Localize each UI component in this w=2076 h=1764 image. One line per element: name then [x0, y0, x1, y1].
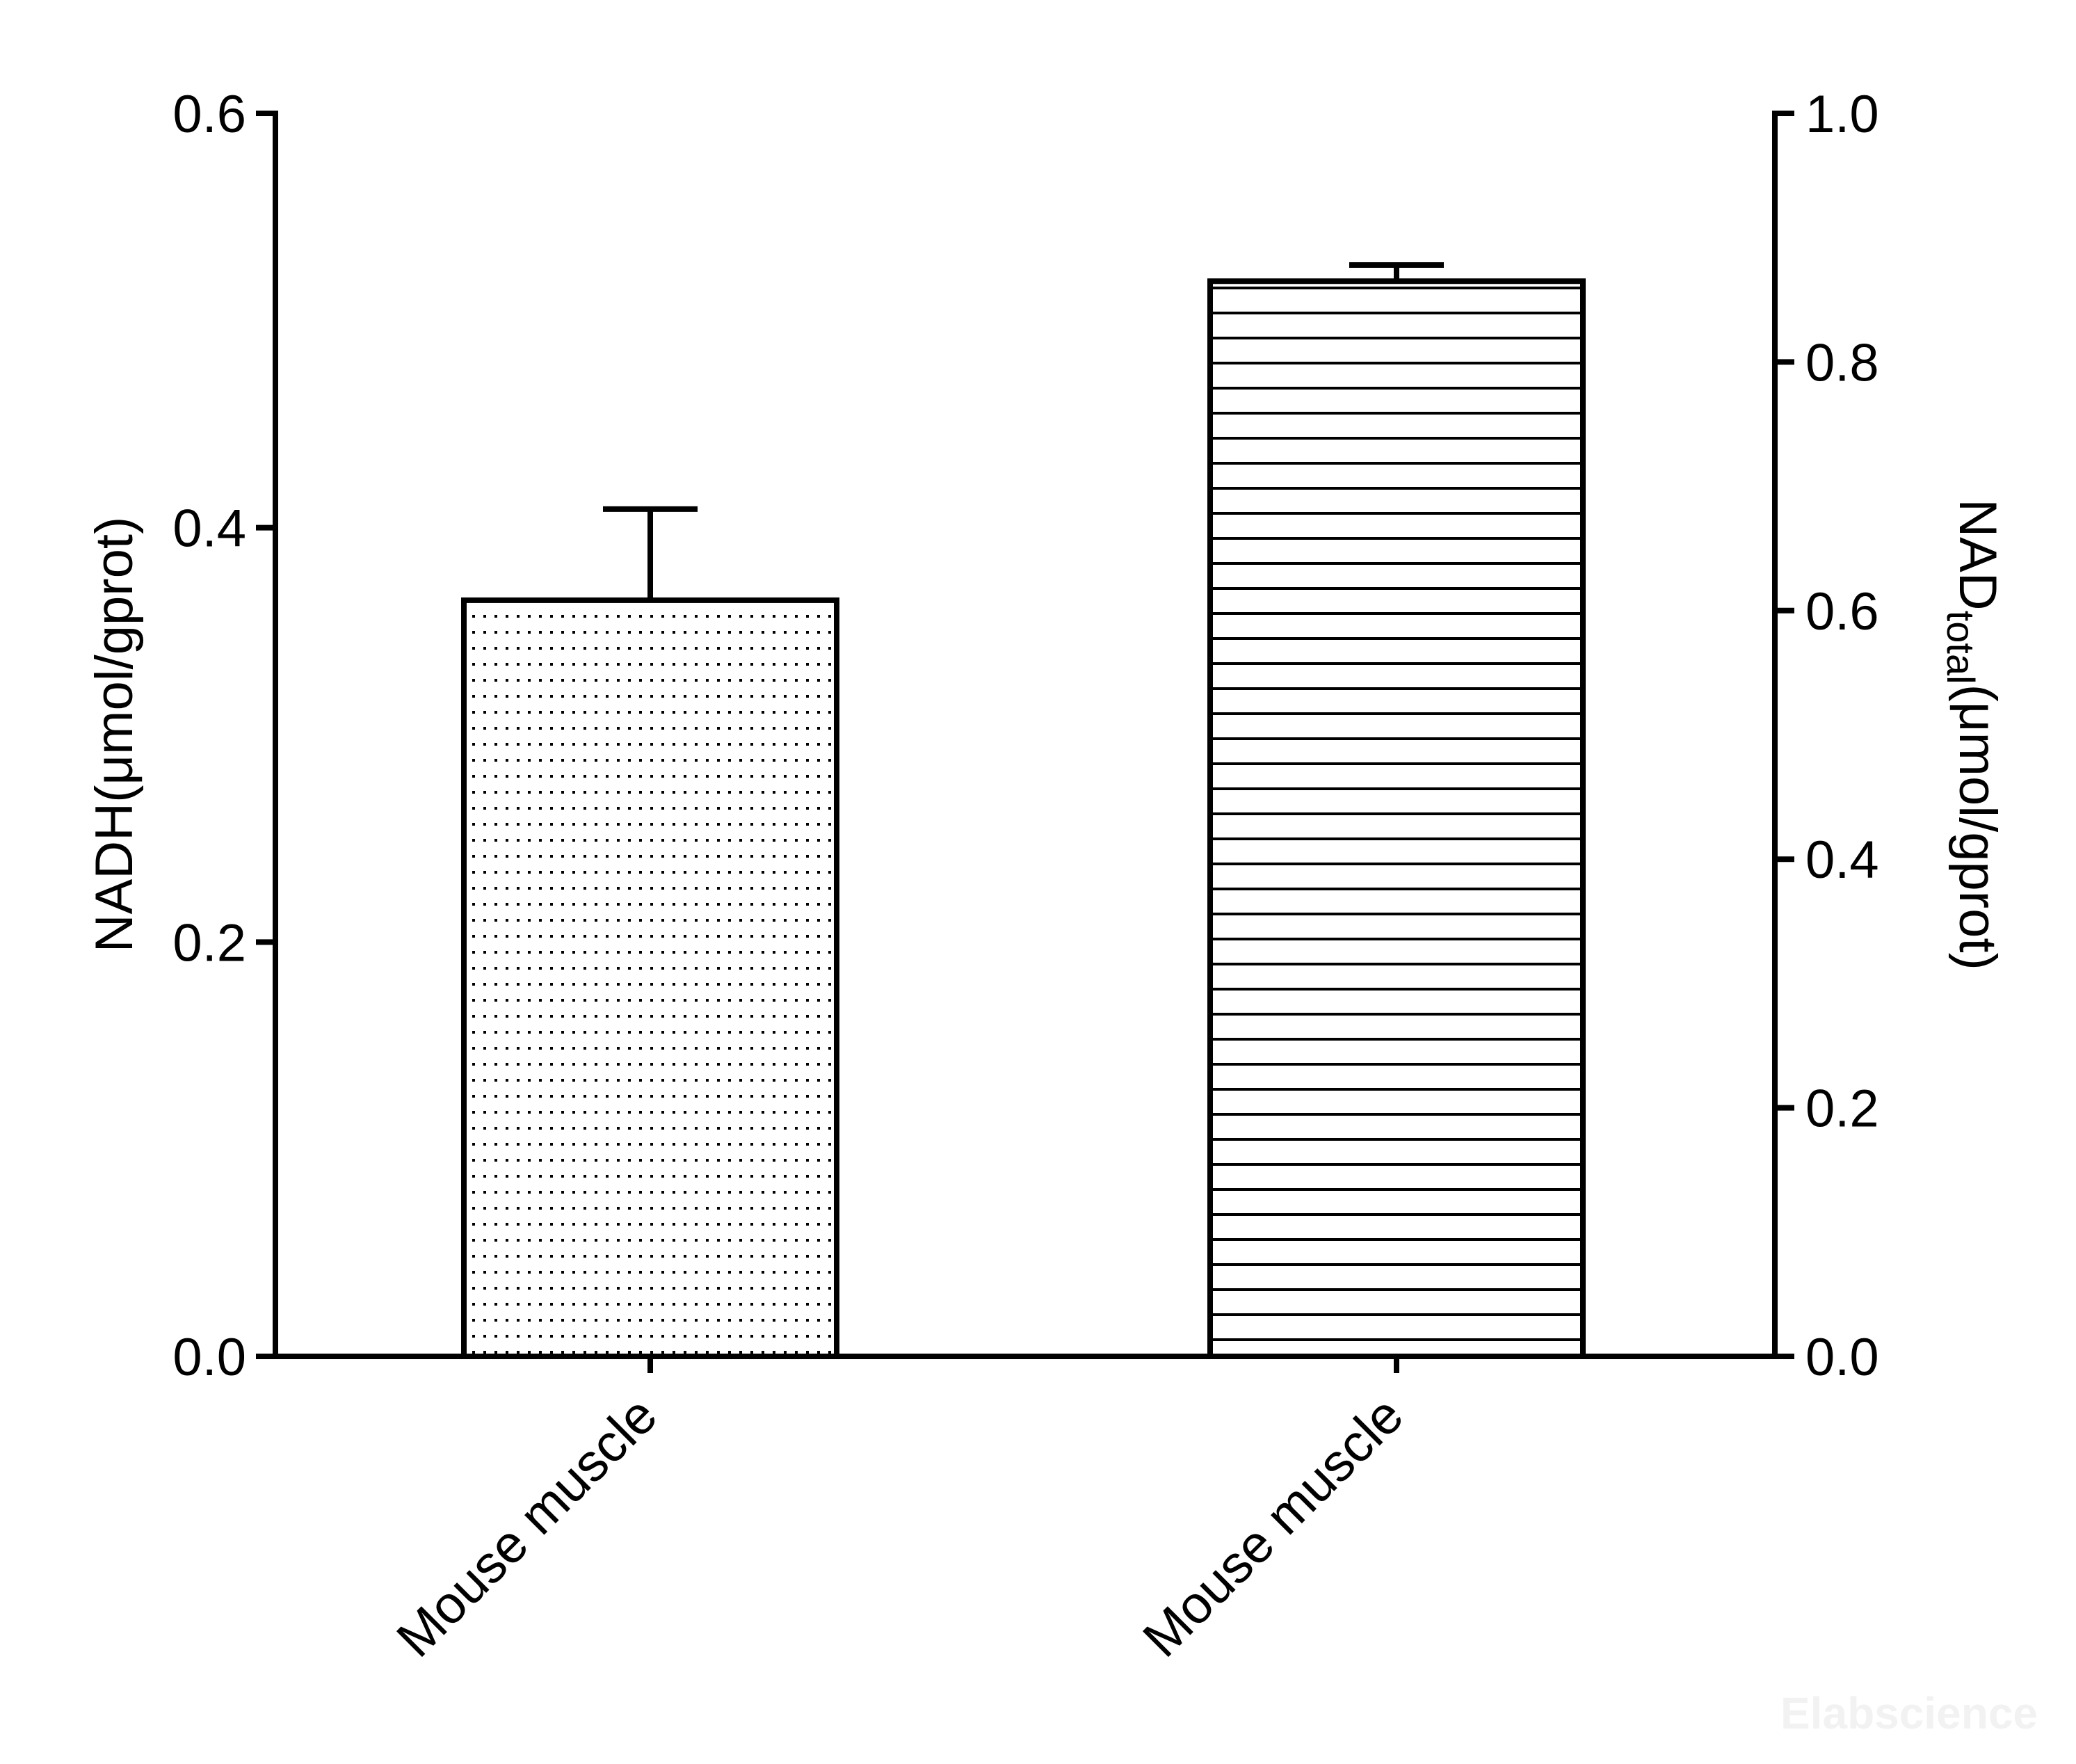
left-tick-label: 0.2 — [172, 913, 246, 972]
left-tick-label: 0.4 — [172, 499, 246, 559]
x-category-label: Mouse muscle — [385, 1386, 668, 1669]
left-axis-title: NADH(μmol/gprot) — [85, 517, 144, 953]
right-tick-label: 0.4 — [1805, 831, 1879, 890]
labels-layer: 0.0 0.2 0.4 0.6 0.0 0.2 0.4 0.6 0.8 1.0 Mouse musc… — [85, 85, 2007, 1668]
x-category-label: Mouse muscle — [1132, 1386, 1415, 1669]
axes-layer — [256, 111, 1794, 1373]
right-axis-title-subscript: total — [1939, 611, 1983, 684]
right-tick-label: 0.6 — [1805, 582, 1879, 641]
left-tick-label: 0.6 — [172, 85, 246, 144]
right-tick-label: 0.0 — [1805, 1328, 1879, 1387]
watermark-text: Elabscience — [1780, 1688, 2038, 1738]
bars-layer — [461, 262, 1586, 1359]
right-tick-label: 1.0 — [1805, 85, 1879, 144]
right-axis-title: NADtotal(μmol/gprot) — [1939, 499, 2007, 970]
right-tick-label: 0.8 — [1805, 333, 1879, 392]
right-tick-label: 0.2 — [1805, 1080, 1879, 1139]
bar-fill — [464, 600, 837, 1356]
right-axis-title-unit: (μmol/gprot) — [1948, 684, 2007, 970]
right-axis-title-main: NAD — [1948, 499, 2007, 610]
bar-fill — [1210, 281, 1583, 1356]
left-tick-label: 0.0 — [172, 1328, 246, 1387]
